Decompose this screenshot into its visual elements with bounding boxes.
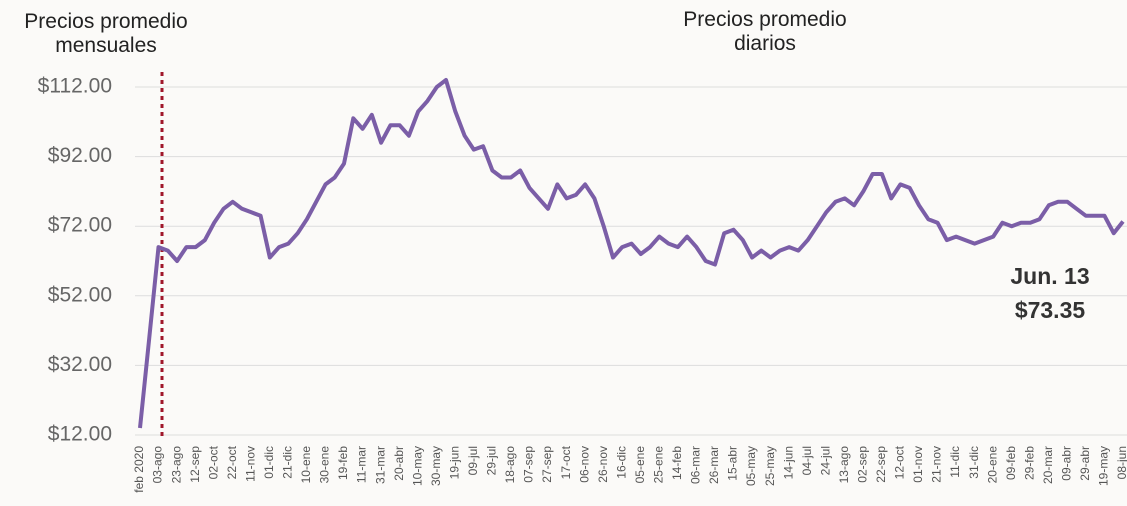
- x-tick-label: 14-jun: [781, 446, 795, 479]
- x-tick-label: 02-sep: [856, 446, 870, 483]
- x-tick-label: 24-jul: [818, 446, 832, 475]
- x-tick-label: 29-jul: [485, 446, 499, 475]
- x-tick-label: 10-may: [410, 446, 424, 486]
- x-tick-label: 25-may: [763, 446, 777, 486]
- x-tick-label: 13-ago: [837, 446, 851, 484]
- x-tick-label: 22-sep: [874, 446, 888, 483]
- x-tick-label: 01-dic: [262, 446, 276, 479]
- x-tick-label: 23-ago: [169, 446, 183, 484]
- x-tick-label: 01-nov: [911, 446, 925, 483]
- x-tick-label: 31-mar: [373, 446, 387, 484]
- x-tick-label: 31-dic: [967, 446, 981, 479]
- x-tick-label: 19-may: [1097, 446, 1111, 486]
- x-tick-label: 12-sep: [188, 446, 202, 483]
- x-tick-label: 16-dic: [614, 446, 628, 479]
- x-tick-label: feb 2020: [132, 446, 146, 493]
- x-tick-label: 03-ago: [151, 446, 165, 484]
- y-tick-label: $12.00: [48, 423, 112, 446]
- x-tick-label: 11-mar: [355, 446, 369, 483]
- y-tick-label: $52.00: [48, 283, 112, 306]
- x-tick-label: 30-ene: [318, 446, 332, 484]
- x-tick-label: 11-nov: [243, 446, 257, 482]
- x-tick-label: 25-ene: [651, 446, 665, 484]
- x-tick-label: 11-dic: [948, 446, 962, 478]
- annotation-monthly: Precios promedio mensuales: [24, 10, 188, 57]
- x-tick-label: 06-mar: [689, 446, 703, 484]
- x-tick-label: 19-jun: [447, 446, 461, 479]
- x-tick-label: 09-abr: [1060, 446, 1074, 481]
- x-tick-label: 22-oct: [225, 445, 239, 479]
- annotation-value: $73.35: [1014, 297, 1086, 323]
- x-tick-label: 10-ene: [299, 446, 313, 484]
- y-tick-label: $92.00: [48, 144, 112, 167]
- x-tick-label: 21-dic: [281, 446, 295, 479]
- price-line: [138, 78, 1125, 429]
- x-tick-label: 02-oct: [206, 445, 220, 479]
- x-tick-label: 07-sep: [522, 446, 536, 483]
- y-tick-label: $32.00: [48, 353, 112, 376]
- x-tick-label: 26-nov: [596, 446, 610, 483]
- x-tick-label: 29-feb: [1022, 446, 1036, 480]
- x-tick-label: 09-jul: [466, 446, 480, 475]
- x-tick-label: 19-feb: [336, 446, 350, 480]
- y-tick-label: $72.00: [48, 214, 112, 237]
- x-tick-label: 20-abr: [392, 446, 406, 481]
- annotation-daily: Precios promedio diarios: [683, 8, 847, 55]
- x-tick-label: 08-jun: [1115, 446, 1127, 479]
- x-tick-label: 15-abr: [726, 446, 740, 481]
- x-tick-label: 21-nov: [930, 446, 944, 483]
- x-tick-label: 06-nov: [577, 446, 591, 483]
- x-tick-label: 05-ene: [633, 446, 647, 484]
- x-tick-label: 27-sep: [540, 446, 554, 483]
- x-tick-label: 26-mar: [707, 446, 721, 484]
- y-tick-label: $112.00: [38, 75, 112, 98]
- x-tick-label: 09-feb: [1004, 446, 1018, 480]
- x-tick-label: 18-ago: [503, 446, 517, 484]
- x-tick-label: 29-abr: [1078, 446, 1092, 481]
- annotation-date: Jun. 13: [1010, 263, 1090, 289]
- x-tick-label: 12-oct: [893, 445, 907, 479]
- x-tick-label: 30-may: [429, 446, 443, 486]
- x-tick-label: 20-ene: [985, 446, 999, 484]
- x-tick-label: 20-mar: [1041, 446, 1055, 484]
- x-tick-label: 17-oct: [559, 445, 573, 479]
- x-tick-label: 14-feb: [670, 446, 684, 480]
- x-tick-label: 05-may: [744, 446, 758, 486]
- x-tick-label: 04-jul: [800, 446, 814, 475]
